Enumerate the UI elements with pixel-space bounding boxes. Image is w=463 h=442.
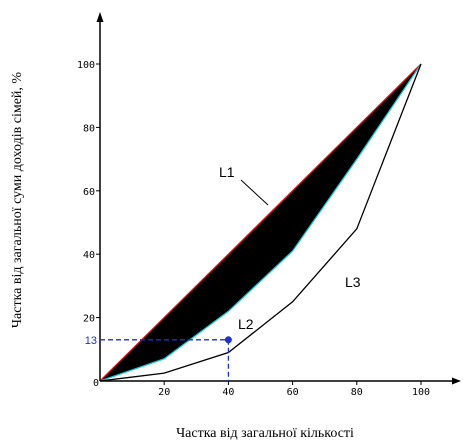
- series-line-l3: [99, 63, 422, 382]
- marker-value-label: 13: [85, 335, 97, 347]
- x-tick-label: 80: [351, 387, 363, 398]
- x-axis-title: Частка від загальної кількості: [176, 426, 354, 441]
- y-tick-label: 100: [77, 60, 95, 71]
- series-line-l2: [99, 63, 422, 382]
- y-tick-label: 20: [83, 314, 95, 325]
- series-label-l2: L2: [238, 316, 254, 332]
- x-tick-label: 40: [222, 387, 234, 398]
- data-point-marker: [224, 336, 232, 344]
- series-line-l1: [99, 63, 422, 382]
- x-tick-label: 60: [287, 387, 299, 398]
- series-label-l3: L3: [345, 274, 361, 290]
- x-tick-label: 20: [158, 387, 170, 398]
- series-label-l1: L1: [219, 164, 235, 180]
- y-tick-label: 60: [83, 187, 95, 198]
- x-tick-label: 100: [412, 387, 430, 398]
- series-label-leader: [240, 179, 269, 206]
- origin-tick-label: 0: [93, 378, 99, 389]
- y-tick-label: 80: [83, 123, 95, 134]
- y-axis-arrow: [96, 12, 104, 22]
- y-tick-label: 40: [83, 250, 95, 261]
- y-axis-title: Частка від загальної суми доходів сімей,…: [10, 72, 25, 328]
- x-axis-arrow: [452, 377, 461, 385]
